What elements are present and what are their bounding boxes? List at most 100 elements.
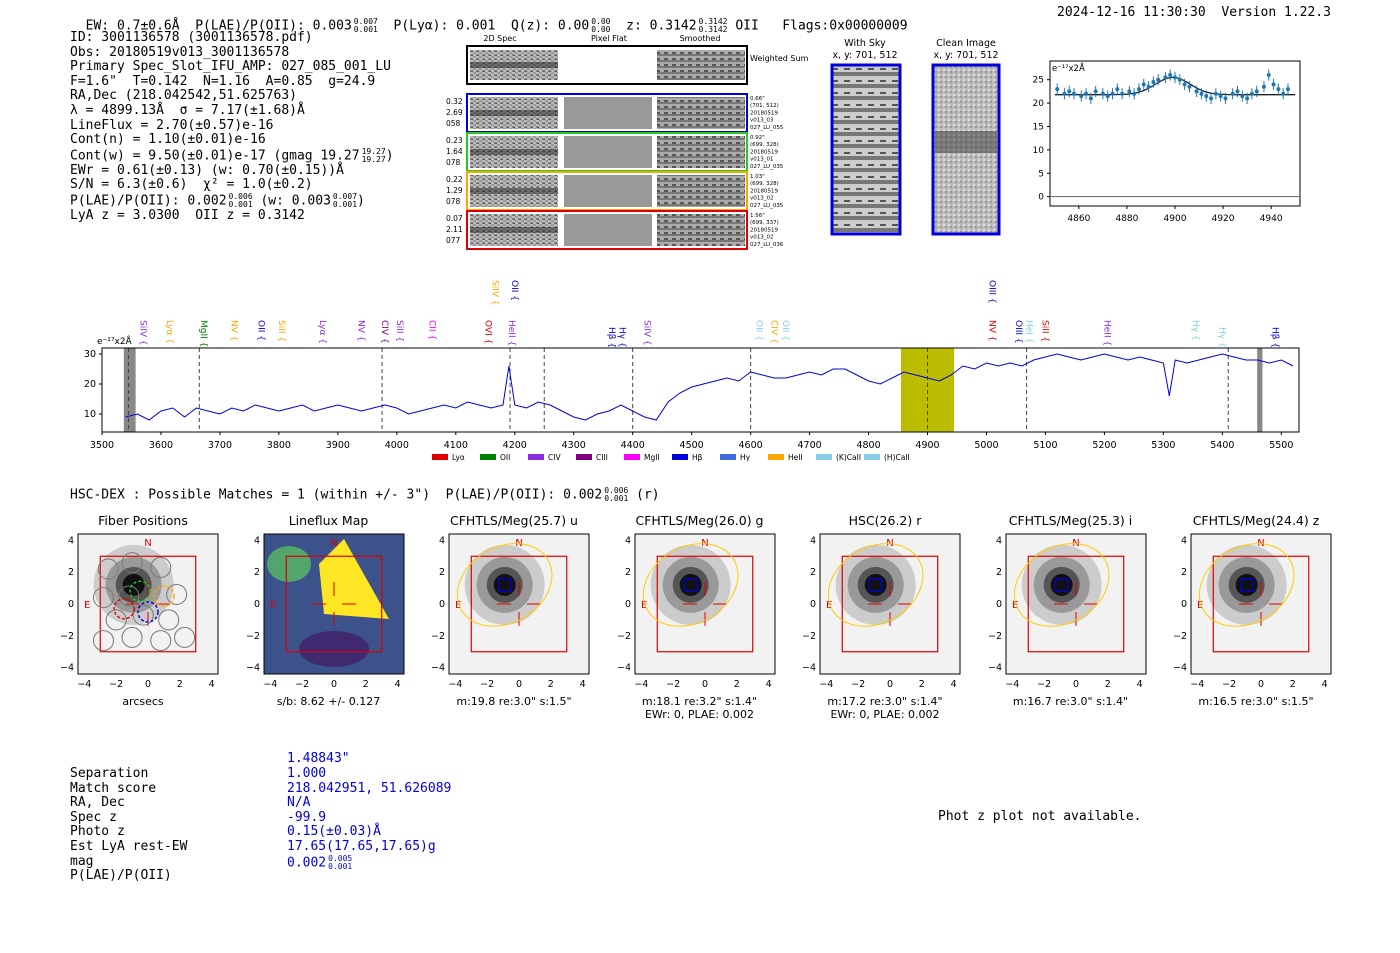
full-spectrum-plot: e⁻¹⁷x2Å 10 20 30 3500 3600 3700 3800 3900 4000 410…: [84, 280, 1300, 462]
panel-ytick: 4: [68, 535, 74, 546]
panel-title: Lineflux Map: [288, 513, 369, 528]
legend-swatch: [720, 454, 736, 460]
with-sky-label: With Sky: [844, 38, 886, 49]
east-label: E: [826, 600, 832, 611]
clean-xy: x, y: 701, 512: [933, 50, 998, 61]
cutout-flat: [564, 136, 652, 168]
zoom-point: [1261, 84, 1266, 89]
panel-xtick: 2: [733, 679, 739, 690]
info-contn: Cont(n) = 1.10(±0.01)e-16: [70, 132, 266, 148]
spectrum-line-label: OII {: [509, 280, 519, 301]
info-block: ID: 3001136578 (3001136578.pdf) Obs: 201…: [70, 30, 450, 224]
sky-clean-panels: With Sky x, y: 701, 512 Clean Image x, y…: [830, 38, 1001, 236]
spectrum-line-label: SiIV {: [641, 320, 651, 346]
panel-ytick: 4: [439, 535, 445, 546]
zoom-point: [1194, 89, 1199, 94]
panel-caption-line1: m:19.8 re:3.0" s:1.5": [456, 695, 572, 708]
aperture-box: [285, 555, 382, 653]
info-lineflux: LineFlux = 2.70(±0.57)e-16: [70, 117, 274, 133]
cutout-2d-trace: [470, 188, 558, 194]
legend-swatch: [480, 454, 496, 460]
spectrum-xtick-label: 4800: [856, 440, 880, 451]
match-values: 1.48843" 1.000 218.042951, 51.626089 N/A -99…: [287, 752, 451, 870]
aperture-box: [470, 555, 568, 653]
spectrum-xtick-label: 4400: [621, 440, 645, 451]
panel-frame: [77, 533, 219, 675]
spectrum-xtick-label: 5400: [1210, 440, 1234, 451]
info-fiber: F=1.6" T=0.142 N=1.16 A=0.85 g=24.9: [70, 73, 376, 89]
panel-ytick: −2: [1173, 631, 1187, 642]
panel-xtick: −4: [1190, 679, 1204, 690]
legend-label: MgII: [644, 453, 660, 462]
zoom-ytick-label: 15: [1033, 122, 1044, 132]
aperture-box: [841, 555, 939, 653]
match-value: 17.65(17.65,17.65)g: [287, 838, 436, 854]
spectrum-line-label: NV {: [229, 320, 239, 341]
zoom-ytick-label: 25: [1033, 76, 1044, 86]
legend-label: Lyα: [452, 453, 465, 462]
panel-title: CFHTLS/Meg(24.4) z: [1192, 513, 1320, 528]
panel-xtick: 4: [580, 679, 586, 690]
cutout-flat: [564, 214, 652, 246]
zoom-xtick-label: 4940: [1260, 214, 1283, 224]
panel-xtick: 0: [145, 679, 151, 690]
selected-fiber: [137, 601, 159, 623]
cutout-right-meta: 20180519: [750, 149, 778, 155]
cutout-left-stat: 078: [446, 197, 461, 206]
zoom-xtick-label: 4900: [1164, 214, 1187, 224]
spectrum-xtick-label: 4600: [739, 440, 763, 451]
panel-xtick: 0: [887, 679, 893, 690]
panel-frame: [634, 533, 775, 675]
panel-ytick: 4: [1181, 535, 1187, 546]
spectrum-xtick-label: 4300: [562, 440, 586, 451]
panel-ytick: 0: [439, 599, 445, 610]
cutout-smoothed: [657, 136, 745, 168]
cutout-left-stat: 0.32: [446, 97, 463, 106]
spectrum-xtick-label: 4700: [797, 440, 821, 451]
image-panel: CFHTLS/Meg(25.3) i N E −4 −4 −2 −2 0 0 2 2 4 4 m:16.7…: [968, 510, 1153, 730]
spectrum-xtick-label: 5300: [1151, 440, 1175, 451]
panel-ytick: 4: [995, 535, 1001, 546]
spectrum-xtick-label: 3900: [326, 440, 350, 451]
panel-ytick: 4: [624, 535, 630, 546]
panel-xtick: 2: [177, 679, 183, 690]
spectrum-line-label: NV {: [356, 320, 366, 341]
panel-xtick: −4: [1005, 679, 1019, 690]
panel-caption: m:18.1 re:3.2" s:1.4" EWr: 0, PLAE: 0.002: [615, 695, 785, 721]
spectrum-line-label: OII {: [255, 320, 265, 341]
spectrum-xtick-label: 4000: [385, 440, 409, 451]
zoom-line-plot: e⁻¹⁷x2Å 0 5 10 15 20 25 4860 4880 4900 4920 4940: [1033, 60, 1301, 224]
hsc-header-text: HSC-DEX : Possible Matches = 1 (within +…: [70, 487, 603, 503]
cutout-right-meta: (699, 337): [750, 220, 779, 226]
panel-frame: [448, 533, 590, 675]
zoom-point: [1218, 94, 1223, 99]
panel-xtick: 2: [1290, 679, 1296, 690]
col-smooth-label: Smoothed: [680, 34, 721, 43]
panel-ytick: 2: [253, 567, 259, 578]
info-lya-z: LyA z = 3.0300 OII z = 0.3142: [70, 208, 305, 224]
panel-title: CFHTLS/Meg(25.7) u: [450, 513, 578, 528]
galaxy-blob: [1050, 573, 1073, 596]
aperture-box: [1212, 555, 1310, 653]
panel-xtick: 0: [330, 679, 336, 690]
image-panel: CFHTLS/Meg(25.7) u N E −4 −4 −2 −2 0 0 2 2 4 4 m:19.8…: [411, 510, 596, 730]
galaxy-blob: [864, 573, 887, 596]
target-marker: [498, 578, 512, 592]
cutout-smoothed: [657, 175, 745, 207]
panel-ytick: −2: [987, 631, 1001, 642]
target-marker: [1240, 578, 1254, 592]
panel-caption: m:17.2 re:3.0" s:1.4" EWr: 0, PLAE: 0.002: [800, 695, 970, 721]
spectrum-frame: [101, 347, 1300, 433]
kron-ellipse: [1198, 543, 1295, 627]
spectrum-line-label: OIII {: [986, 280, 996, 304]
spectrum-xtick-label: 4100: [444, 440, 468, 451]
spectrum-line-label: Hβ {: [1269, 327, 1279, 348]
zoom-point: [1254, 89, 1259, 94]
zoom-point: [1132, 91, 1137, 96]
image-panel: CFHTLS/Meg(24.4) z N E −4 −4 −2 −2 0 0 2 2 4 4 m:16.5…: [1153, 510, 1338, 730]
info-plae-w-sub: 0.001: [332, 200, 358, 210]
kron-ellipse: [456, 543, 553, 627]
kron-ellipse: [827, 543, 924, 627]
